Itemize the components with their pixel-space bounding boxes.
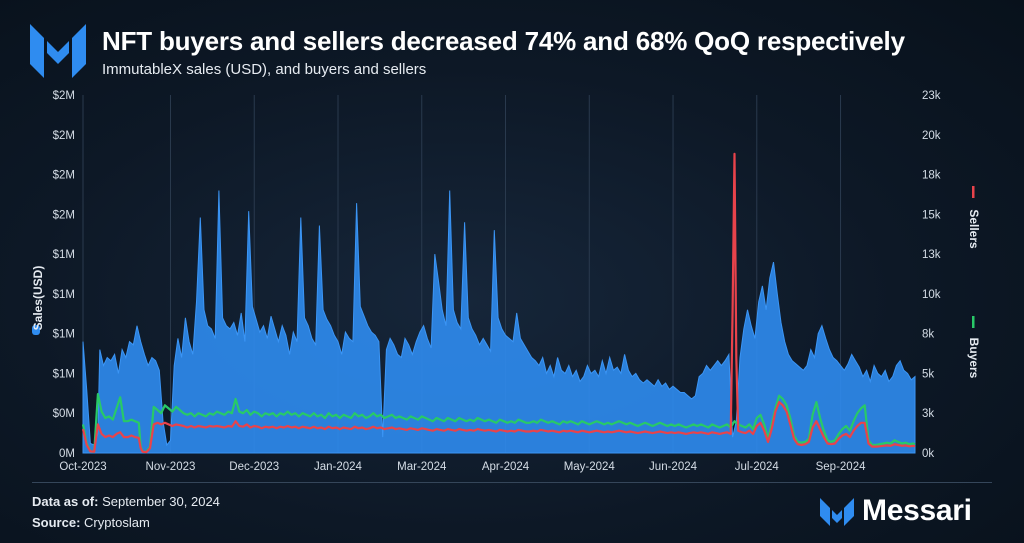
y-left-tick-label: $2M xyxy=(53,90,75,102)
y-right-tick-label: 20k xyxy=(922,130,941,142)
source-label: Source: xyxy=(32,515,81,530)
x-tick-label: Jan-2024 xyxy=(314,461,363,473)
brand: Messari xyxy=(820,494,972,528)
y-left-tick-label: $2M xyxy=(53,130,75,142)
y-right-tick-label: 8k xyxy=(922,329,934,341)
y-left-tick-label: $1M xyxy=(53,289,75,301)
y-axis-right: 0k 3k 5k 8k 10k 13k 15k 18k 20k 23k xyxy=(922,90,941,460)
x-tick-label: Mar-2024 xyxy=(397,461,447,473)
x-tick-label: Oct-2023 xyxy=(59,461,106,473)
y-right-tick-label: 23k xyxy=(922,90,941,102)
data-as-of-value: September 30, 2024 xyxy=(102,494,220,509)
x-tick-label: Sep-2024 xyxy=(816,461,866,473)
page-title: NFT buyers and sellers decreased 74% and… xyxy=(102,26,905,56)
y-right-tick-label: 18k xyxy=(922,170,941,182)
y-right-tick-label: 3k xyxy=(922,408,934,420)
buyers-line xyxy=(81,393,916,454)
immutablex-logo-icon xyxy=(30,24,86,78)
y-right-tick-label: 13k xyxy=(922,249,941,261)
y-left-tick-label: $2M xyxy=(53,170,75,182)
sellers-line xyxy=(81,152,916,454)
x-tick-label: Jun-2024 xyxy=(649,461,698,473)
y-right-tick-label: 15k xyxy=(922,209,941,221)
legend-buyers-swatch xyxy=(972,316,975,328)
y-left-tick-label: 0M xyxy=(59,448,75,460)
x-tick-label: Jul-2024 xyxy=(735,461,780,473)
source: Source: Cryptoslam xyxy=(32,515,150,530)
legend-sellers-label: Sellers xyxy=(967,209,981,249)
y-left-tick-label: $0M xyxy=(53,408,75,420)
source-value: Cryptoslam xyxy=(84,515,150,530)
data-as-of: Data as of: September 30, 2024 xyxy=(32,494,220,509)
messari-logo-icon xyxy=(820,498,854,526)
y-left-tick-label: $2M xyxy=(53,209,75,221)
page-subtitle: ImmutableX sales (USD), and buyers and s… xyxy=(102,61,427,78)
brand-name: Messari xyxy=(862,494,972,527)
y-right-tick-label: 0k xyxy=(922,448,934,460)
footer-divider xyxy=(32,482,992,483)
legend-buyers-label: Buyers xyxy=(967,337,981,379)
data-as-of-label: Data as of: xyxy=(32,494,99,509)
y-left-tick-label: $1M xyxy=(53,368,75,380)
y-axis-left-label: Sales(USD) xyxy=(31,265,45,331)
y-left-tick-label: $1M xyxy=(53,329,75,341)
y-right-tick-label: 5k xyxy=(922,368,934,380)
x-tick-label: Dec-2023 xyxy=(229,461,279,473)
x-tick-label: Nov-2023 xyxy=(146,461,196,473)
legend xyxy=(32,186,975,335)
legend-sales-swatch xyxy=(32,325,40,335)
sales-area xyxy=(82,190,916,454)
x-axis: Oct-2023 Nov-2023 Dec-2023 Jan-2024 Mar-2024… xyxy=(59,461,866,473)
y-axis-left: 0M $0M $1M $1M $1M $1M $2M $2M $2M $2M xyxy=(53,90,75,460)
y-left-tick-label: $1M xyxy=(53,249,75,261)
x-tick-label: May-2024 xyxy=(564,461,616,473)
x-tick-label: Apr-2024 xyxy=(482,461,530,473)
legend-sellers-swatch xyxy=(972,186,975,198)
y-right-tick-label: 10k xyxy=(922,289,941,301)
